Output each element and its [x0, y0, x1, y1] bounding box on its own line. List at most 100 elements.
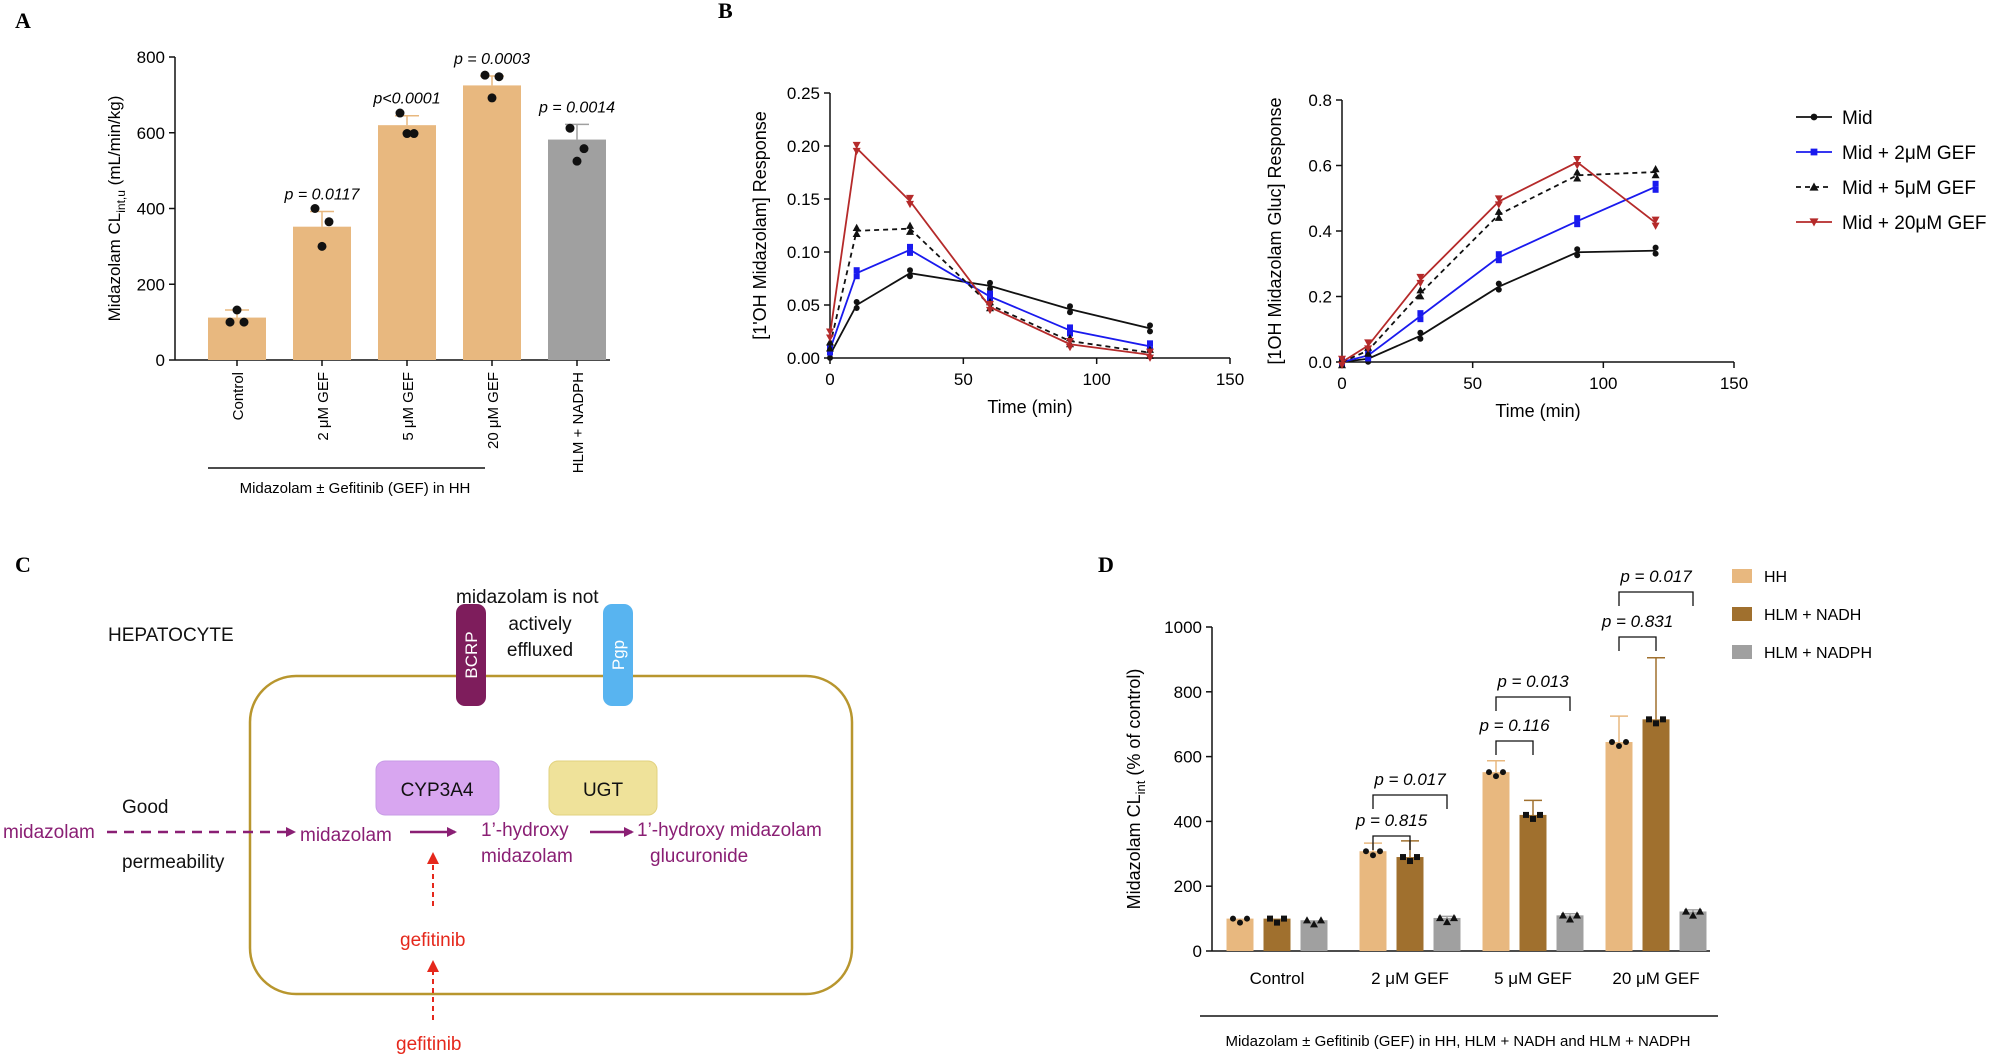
y-tick-label: 0.2	[1308, 288, 1332, 307]
marker-triangle-down	[1809, 218, 1819, 227]
legend-label: HLM + NADH	[1764, 607, 1861, 624]
pgp-label: Pgp	[609, 640, 628, 670]
marker-triangle	[1573, 168, 1582, 176]
marker-triangle	[1559, 911, 1567, 919]
bar	[548, 139, 606, 360]
efflux-note-2: actively	[508, 614, 572, 635]
midazolam-intracellular: midazolam	[300, 825, 392, 846]
midazolam-extracellular: midazolam	[3, 822, 95, 843]
marker-square	[1530, 815, 1536, 822]
marker-circle	[1495, 280, 1502, 287]
data-point	[310, 204, 320, 213]
data-point	[317, 241, 327, 251]
y-tick-label: 0	[156, 351, 165, 370]
marker-triangle	[1573, 174, 1582, 182]
bcrp-label: BCRP	[462, 631, 481, 678]
marker-circle	[1574, 252, 1581, 259]
y-tick-label: 800	[1174, 683, 1202, 702]
marker-triangle-down	[1066, 338, 1074, 346]
x-tick-label: Control	[230, 372, 247, 420]
marker-circle	[987, 279, 993, 286]
efflux-note-3: effluxed	[507, 640, 573, 661]
marker-triangle	[1573, 911, 1581, 919]
panel-label-c: C	[15, 552, 31, 577]
y-axis-label-sub: int,u	[114, 190, 128, 213]
y-axis-label-main: Midazolam CL	[1124, 794, 1144, 909]
marker-circle	[1147, 322, 1153, 329]
marker-circle	[1067, 309, 1073, 316]
marker-triangle	[906, 221, 914, 229]
marker-triangle-down	[906, 200, 914, 209]
marker-square	[1652, 180, 1659, 187]
marker-circle	[1230, 915, 1236, 922]
y-tick-label: 0.05	[787, 296, 820, 315]
data-point	[402, 129, 412, 139]
p-value-label: p = 0.0003	[453, 51, 530, 68]
marker-circle	[1244, 915, 1250, 922]
marker-circle	[1616, 743, 1622, 750]
legend-label: Mid + 20μM GEF	[1842, 213, 1987, 234]
marker-circle	[907, 267, 913, 274]
x-tick-label: 150	[1216, 370, 1244, 389]
chart-b-right: 0.0 0.2 0.4 0.6 0.8 0 50 100 150 Time (min) [1OH M…	[1265, 91, 1748, 421]
gefitinib-intracellular: gefitinib	[400, 930, 466, 951]
y-axis-label-unit: (% of control)	[1124, 669, 1144, 781]
bar	[1605, 742, 1633, 951]
marker-square	[1574, 215, 1581, 222]
y-tick-label: 0	[1193, 942, 1202, 961]
bar	[378, 125, 436, 360]
hepatocyte-cell	[248, 674, 854, 996]
marker-circle	[1363, 848, 1369, 855]
marker-square	[1267, 915, 1273, 922]
marker-triangle	[1809, 182, 1819, 191]
marker-square	[1523, 811, 1529, 818]
significance-bracket	[1495, 740, 1534, 755]
marker-triangle-down	[1416, 273, 1425, 282]
marker-triangle	[1303, 916, 1311, 924]
bar	[1519, 814, 1547, 951]
marker-triangle-down	[1146, 354, 1154, 362]
x-tick-label: 5 μM GEF	[1494, 969, 1572, 988]
marker-square	[1495, 251, 1502, 258]
marker-triangle-down	[826, 334, 834, 342]
legend-b: Mid Mid + 2μM GEF Mid + 5μM GEF Mid + 20μM …	[1796, 108, 1987, 234]
legend-swatch	[1732, 569, 1752, 583]
y-tick-label: 400	[137, 200, 165, 219]
data-point	[565, 123, 575, 133]
marker-square	[1537, 811, 1543, 818]
marker-triangle-down	[906, 194, 914, 203]
pgp-transporter	[603, 604, 633, 706]
marker-square	[1653, 720, 1659, 727]
p-value-label: p = 0.0117	[284, 187, 361, 204]
marker-circle	[1493, 773, 1499, 780]
data-point	[572, 156, 582, 166]
legend-swatch	[1732, 607, 1752, 621]
p-value-label: p = 0.831	[1601, 612, 1673, 631]
x-tick-label: Control	[1250, 969, 1305, 988]
significance-bracket	[1372, 794, 1448, 809]
marker-square	[1067, 324, 1073, 331]
y-tick-label: 0.6	[1308, 157, 1332, 176]
marker-square	[1400, 854, 1406, 861]
x-tick-label: HLM + NADPH	[570, 372, 587, 473]
marker-triangle	[1310, 920, 1318, 928]
bcrp-transporter	[456, 604, 486, 706]
marker-circle	[1652, 244, 1659, 251]
marker-circle	[1486, 769, 1492, 776]
ugt-label: UGT	[583, 780, 624, 801]
legend-label: Mid + 5μM GEF	[1842, 178, 1976, 199]
y-tick-label: 1000	[1164, 618, 1202, 637]
marker-square	[987, 290, 993, 297]
y-tick-label: 200	[1174, 877, 1202, 896]
p-value-label: p = 0.013	[1496, 672, 1569, 691]
marker-circle	[1609, 739, 1615, 746]
marker-triangle-down	[1364, 345, 1373, 353]
legend-label: Mid	[1842, 108, 1873, 129]
marker-square	[1495, 257, 1502, 264]
y-tick-label: 0.15	[787, 190, 820, 209]
panel-label-d: D	[1098, 552, 1114, 577]
marker-square	[1660, 716, 1666, 723]
marker-triangle	[1416, 286, 1425, 294]
series-line	[829, 248, 1151, 350]
marker-circle	[1417, 329, 1424, 336]
